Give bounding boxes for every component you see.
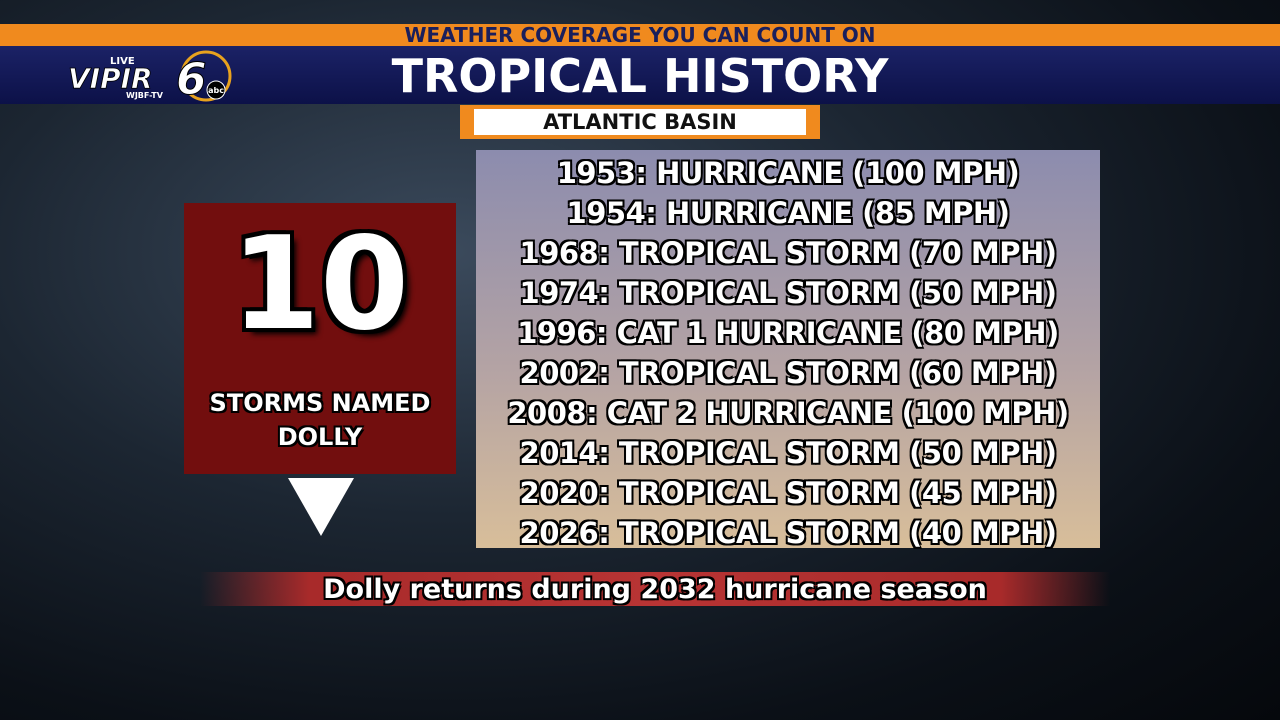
stat-number: 10: [230, 210, 410, 359]
logo-network: abc: [208, 86, 224, 95]
footer: Dolly returns during 2032 hurricane seas…: [323, 574, 987, 605]
pointer: [288, 478, 354, 536]
stat-label: STORMS NAMED DOLLY: [184, 386, 456, 454]
title: TROPICAL HISTORY: [391, 49, 889, 103]
history-item: 1968: TROPICAL STORM (70 MPH): [519, 236, 1057, 270]
stat-label-line: STORMS NAMED: [209, 389, 431, 417]
logo-channel: 6: [176, 54, 207, 102]
network-badge: [206, 80, 226, 100]
logo: LIVE VIPIR 6 WJBF-TV abc: [68, 50, 232, 102]
logo-station: WJBF-TV: [126, 91, 164, 100]
tagline: WEATHER COVERAGE YOU CAN COUNT ON: [0, 24, 1280, 47]
history-item: 1953: HURRICANE (100 MPH): [556, 156, 1020, 190]
subtitle: ATLANTIC BASIN: [474, 109, 806, 135]
stat-label-line: DOLLY: [277, 423, 363, 451]
logo-brand: VIPIR: [68, 62, 153, 95]
logo-live: LIVE: [110, 56, 135, 67]
history-item: 2020: TROPICAL STORM (45 MPH): [519, 476, 1057, 510]
history-item: 1954: HURRICANE (85 MPH): [566, 196, 1010, 230]
logo-ring: [180, 50, 232, 102]
history-item: 1996: CAT 1 HURRICANE (80 MPH): [517, 316, 1059, 350]
history-panel: [476, 150, 1100, 548]
pointer-triangle: [288, 478, 354, 536]
history-item: 2026: TROPICAL STORM (40 MPH): [519, 516, 1057, 550]
history-item: 2014: TROPICAL STORM (50 MPH): [519, 436, 1057, 470]
footer-bar: [200, 572, 1110, 606]
history-item: 1974: TROPICAL STORM (50 MPH): [519, 276, 1057, 310]
stat-box: [184, 203, 456, 474]
history-item: 2002: TROPICAL STORM (60 MPH): [519, 356, 1057, 390]
history-list: 1953: HURRICANE (100 MPH) 1954: HURRICANE…: [476, 150, 1100, 553]
history-item: 2008: CAT 2 HURRICANE (100 MPH): [507, 396, 1069, 430]
